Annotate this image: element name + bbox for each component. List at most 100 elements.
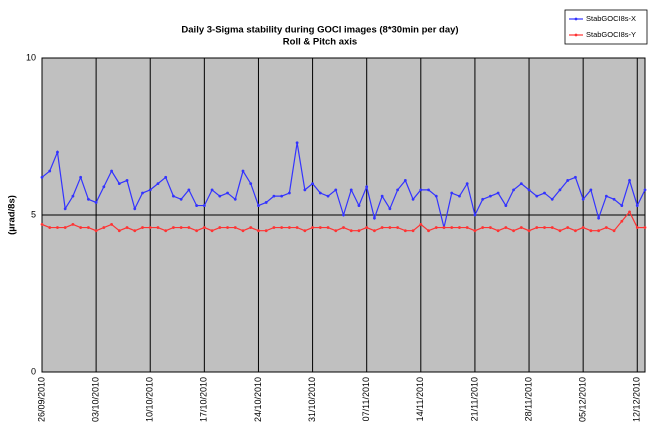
point: [195, 229, 199, 233]
point: [334, 188, 338, 192]
point: [48, 169, 52, 173]
point: [473, 213, 477, 217]
point: [318, 226, 322, 229]
point: [643, 188, 647, 192]
point: [56, 226, 59, 229]
point: [218, 226, 222, 229]
point: [63, 226, 67, 229]
point: [287, 226, 291, 229]
point: [543, 226, 546, 229]
point: [40, 223, 44, 226]
point: [318, 191, 322, 195]
point: [403, 229, 407, 233]
point: [450, 191, 454, 195]
point: [403, 179, 407, 182]
point: [388, 226, 392, 229]
point: [643, 226, 647, 229]
point: [280, 226, 284, 229]
point: [141, 226, 144, 229]
point: [86, 197, 90, 201]
point: [133, 207, 137, 211]
point: [264, 201, 268, 204]
point: [326, 194, 330, 198]
point: [427, 229, 430, 233]
point: [349, 229, 353, 233]
point: [481, 226, 485, 229]
x-tick-label: 28/11/2010: [523, 377, 533, 421]
point: [187, 226, 191, 229]
point: [442, 226, 446, 229]
point: [558, 229, 562, 233]
point: [342, 213, 345, 217]
chart-subtitle: Roll & Pitch axis: [283, 37, 357, 48]
point: [373, 216, 376, 220]
point: [202, 204, 206, 207]
x-tick-label: 07/11/2010: [361, 377, 371, 421]
point: [102, 185, 106, 189]
point: [612, 197, 616, 201]
point: [620, 204, 624, 207]
point: [427, 188, 430, 192]
point: [141, 191, 144, 195]
point: [117, 229, 121, 233]
point: [94, 201, 98, 204]
x-tick-label: 24/10/2010: [253, 377, 263, 422]
point: [148, 188, 152, 192]
legend-label: StabGOCI8s-X: [586, 14, 636, 23]
point: [110, 223, 113, 226]
point: [574, 229, 577, 233]
point: [357, 229, 361, 233]
point: [195, 204, 199, 207]
point: [496, 191, 500, 195]
point: [272, 226, 276, 229]
y-tick-label: 10: [26, 52, 36, 62]
point: [411, 197, 415, 201]
point: [63, 207, 67, 211]
point: [303, 188, 307, 192]
point: [465, 226, 469, 229]
point: [543, 191, 546, 195]
point: [210, 229, 214, 233]
x-tick-label: 05/12/2010: [578, 377, 588, 422]
point: [597, 229, 601, 233]
point: [102, 226, 106, 229]
point: [202, 226, 206, 229]
point: [481, 197, 485, 201]
point: [48, 226, 52, 229]
point: [581, 197, 585, 201]
point: [249, 182, 253, 186]
point: [504, 226, 508, 229]
point: [558, 188, 562, 192]
point: [380, 194, 384, 198]
point: [620, 219, 624, 223]
point: [40, 175, 44, 179]
point: [210, 188, 214, 192]
point: [589, 188, 593, 192]
point: [179, 226, 183, 229]
point: [79, 175, 83, 179]
point: [419, 223, 423, 226]
legend-marker: [574, 33, 578, 37]
point: [512, 229, 515, 233]
point: [434, 194, 438, 198]
point: [388, 207, 392, 211]
point: [148, 226, 152, 229]
point: [396, 188, 400, 192]
x-tick-label: 31/10/2010: [307, 377, 317, 422]
point: [488, 194, 492, 198]
point: [527, 188, 531, 192]
point: [295, 226, 299, 229]
point: [396, 226, 400, 229]
point: [272, 194, 276, 198]
point: [349, 188, 353, 192]
point: [604, 194, 608, 198]
point: [597, 216, 601, 220]
point: [56, 150, 59, 154]
point: [79, 226, 83, 229]
point: [172, 226, 175, 229]
point: [550, 226, 554, 229]
point: [164, 175, 168, 179]
point: [311, 182, 314, 186]
point: [527, 229, 531, 233]
